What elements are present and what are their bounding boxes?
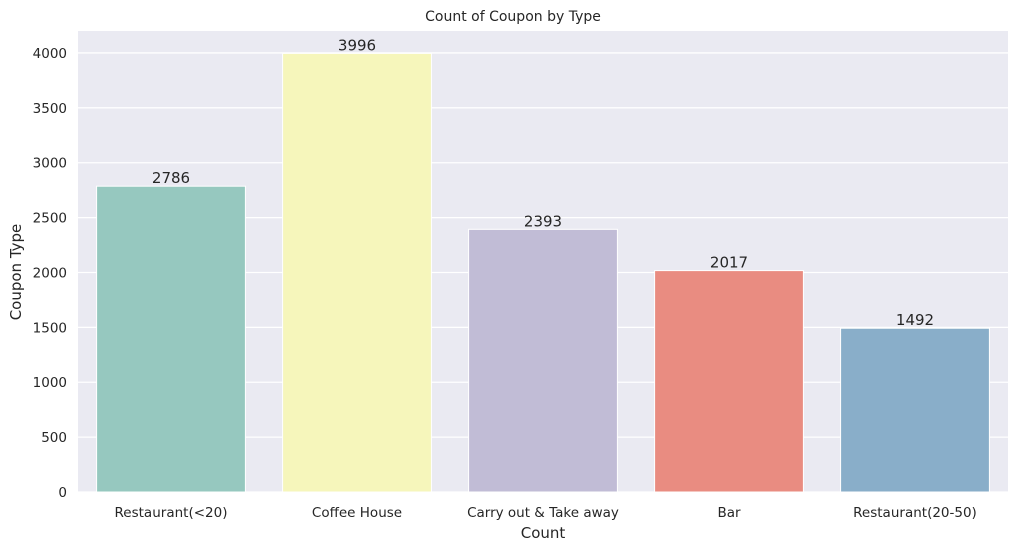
x-tick-label: Carry out & Take away bbox=[467, 505, 619, 521]
x-tick-label: Restaurant(<20) bbox=[115, 505, 228, 521]
bar bbox=[654, 270, 804, 493]
y-tick-label: 1000 bbox=[33, 375, 67, 391]
bar bbox=[282, 52, 432, 493]
y-axis-ticks: 0 500 1000 1500 2000 2500 3000 3500 4000 bbox=[33, 46, 67, 501]
y-tick-label: 1500 bbox=[33, 320, 67, 336]
bar bbox=[840, 327, 990, 493]
x-tick-label: Restaurant(20-50) bbox=[853, 505, 977, 521]
x-tick-label: Coffee House bbox=[312, 505, 402, 521]
y-tick-label: 500 bbox=[41, 430, 67, 446]
y-axis-label: Coupon Type bbox=[7, 224, 25, 321]
bar-value-label: 3996 bbox=[338, 36, 376, 54]
x-axis-ticks: Restaurant(<20) Coffee House Carry out & T… bbox=[115, 505, 977, 521]
x-axis-label: Count bbox=[521, 524, 566, 542]
bar-value-label: 1492 bbox=[896, 311, 934, 329]
y-tick-label: 0 bbox=[58, 485, 67, 501]
bar-value-label: 2017 bbox=[710, 254, 748, 272]
x-tick-label: Bar bbox=[717, 505, 741, 521]
y-tick-label: 3500 bbox=[33, 101, 67, 117]
y-tick-label: 4000 bbox=[33, 46, 67, 62]
y-tick-label: 2500 bbox=[33, 211, 67, 227]
bar bbox=[468, 228, 618, 493]
bar-value-label: 2393 bbox=[524, 212, 562, 230]
y-tick-label: 3000 bbox=[33, 156, 67, 172]
bar-value-label: 2786 bbox=[152, 169, 190, 187]
chart-title: Count of Coupon by Type bbox=[425, 9, 601, 25]
bar bbox=[96, 185, 246, 493]
y-tick-label: 2000 bbox=[33, 265, 67, 281]
bars bbox=[96, 52, 990, 493]
data-labels: 2786 3996 2393 2017 1492 bbox=[152, 36, 934, 329]
